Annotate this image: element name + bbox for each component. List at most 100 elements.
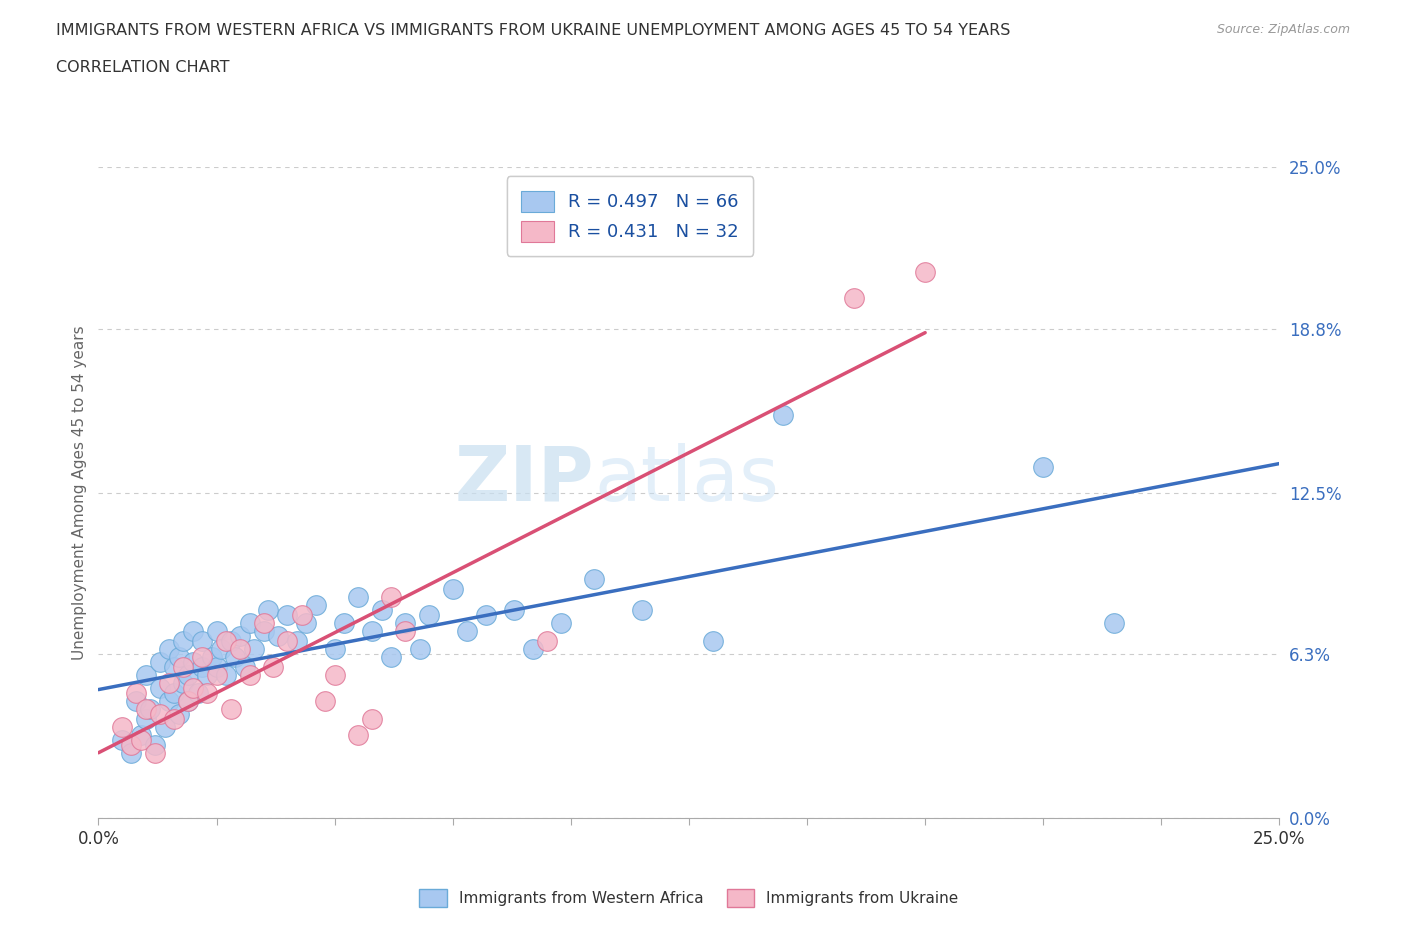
Point [172, 634, 194, 649]
Point [143, 738, 166, 753]
Point [139, 701, 162, 716]
Point [333, 616, 356, 631]
Point [125, 694, 148, 709]
Point [243, 642, 266, 657]
Point [914, 264, 936, 279]
Point [163, 712, 186, 727]
Point [229, 629, 252, 644]
Point [550, 616, 572, 631]
Point [239, 616, 262, 631]
Point [295, 616, 318, 631]
Legend: Immigrants from Western Africa, Immigrants from Ukraine: Immigrants from Western Africa, Immigran… [413, 884, 965, 913]
Point [441, 582, 464, 597]
Point [111, 733, 134, 748]
Y-axis label: Unemployment Among Ages 45 to 54 years: Unemployment Among Ages 45 to 54 years [72, 326, 87, 660]
Point [172, 675, 194, 690]
Point [522, 642, 544, 657]
Point [163, 660, 186, 675]
Point [172, 660, 194, 675]
Point [205, 668, 228, 683]
Point [239, 668, 262, 683]
Point [177, 668, 200, 683]
Point [630, 603, 652, 618]
Point [191, 634, 214, 649]
Point [121, 738, 143, 753]
Point [129, 727, 152, 742]
Point [361, 623, 384, 638]
Point [475, 608, 498, 623]
Point [121, 746, 143, 761]
Point [191, 649, 214, 664]
Point [536, 634, 558, 649]
Point [209, 642, 232, 657]
Point [276, 608, 298, 623]
Point [229, 642, 252, 657]
Point [285, 634, 308, 649]
Point [262, 660, 284, 675]
Point [157, 642, 180, 657]
Point [135, 668, 157, 683]
Point [314, 694, 336, 709]
Point [257, 603, 280, 618]
Point [305, 597, 328, 612]
Point [844, 290, 866, 305]
Point [181, 655, 204, 670]
Text: ZIP: ZIP [456, 443, 595, 517]
Point [181, 681, 204, 696]
Text: Source: ZipAtlas.com: Source: ZipAtlas.com [1216, 23, 1350, 36]
Point [135, 712, 157, 727]
Point [418, 608, 440, 623]
Point [290, 608, 312, 623]
Point [205, 660, 228, 675]
Point [347, 727, 370, 742]
Point [157, 694, 180, 709]
Point [215, 668, 238, 683]
Point [163, 686, 186, 701]
Text: CORRELATION CHART: CORRELATION CHART [56, 60, 229, 75]
Point [187, 686, 209, 701]
Point [583, 571, 606, 586]
Point [233, 660, 256, 675]
Point [267, 629, 290, 644]
Point [157, 675, 180, 690]
Point [125, 686, 148, 701]
Point [702, 634, 724, 649]
Point [149, 655, 172, 670]
Point [215, 634, 238, 649]
Point [167, 649, 190, 664]
Point [772, 407, 794, 422]
Point [224, 649, 246, 664]
Point [323, 668, 346, 683]
Text: atlas: atlas [595, 443, 779, 517]
Point [167, 707, 190, 722]
Point [394, 623, 416, 638]
Point [1032, 459, 1054, 474]
Point [219, 701, 242, 716]
Point [177, 694, 200, 709]
Point [219, 634, 242, 649]
Point [253, 616, 276, 631]
Point [408, 642, 430, 657]
Point [177, 694, 200, 709]
Point [149, 707, 172, 722]
Point [1102, 616, 1125, 631]
Point [153, 720, 176, 735]
Point [181, 623, 204, 638]
Point [276, 634, 298, 649]
Point [371, 603, 394, 618]
Point [195, 668, 218, 683]
Point [253, 623, 276, 638]
Point [503, 603, 526, 618]
Point [394, 616, 416, 631]
Point [135, 701, 157, 716]
Point [347, 590, 370, 604]
Point [195, 686, 218, 701]
Legend: R = 0.497   N = 66, R = 0.431   N = 32: R = 0.497 N = 66, R = 0.431 N = 32 [506, 177, 754, 256]
Point [201, 649, 224, 664]
Point [129, 733, 152, 748]
Point [149, 681, 172, 696]
Point [380, 649, 402, 664]
Point [380, 590, 402, 604]
Point [361, 712, 384, 727]
Text: IMMIGRANTS FROM WESTERN AFRICA VS IMMIGRANTS FROM UKRAINE UNEMPLOYMENT AMONG AGE: IMMIGRANTS FROM WESTERN AFRICA VS IMMIGR… [56, 23, 1011, 38]
